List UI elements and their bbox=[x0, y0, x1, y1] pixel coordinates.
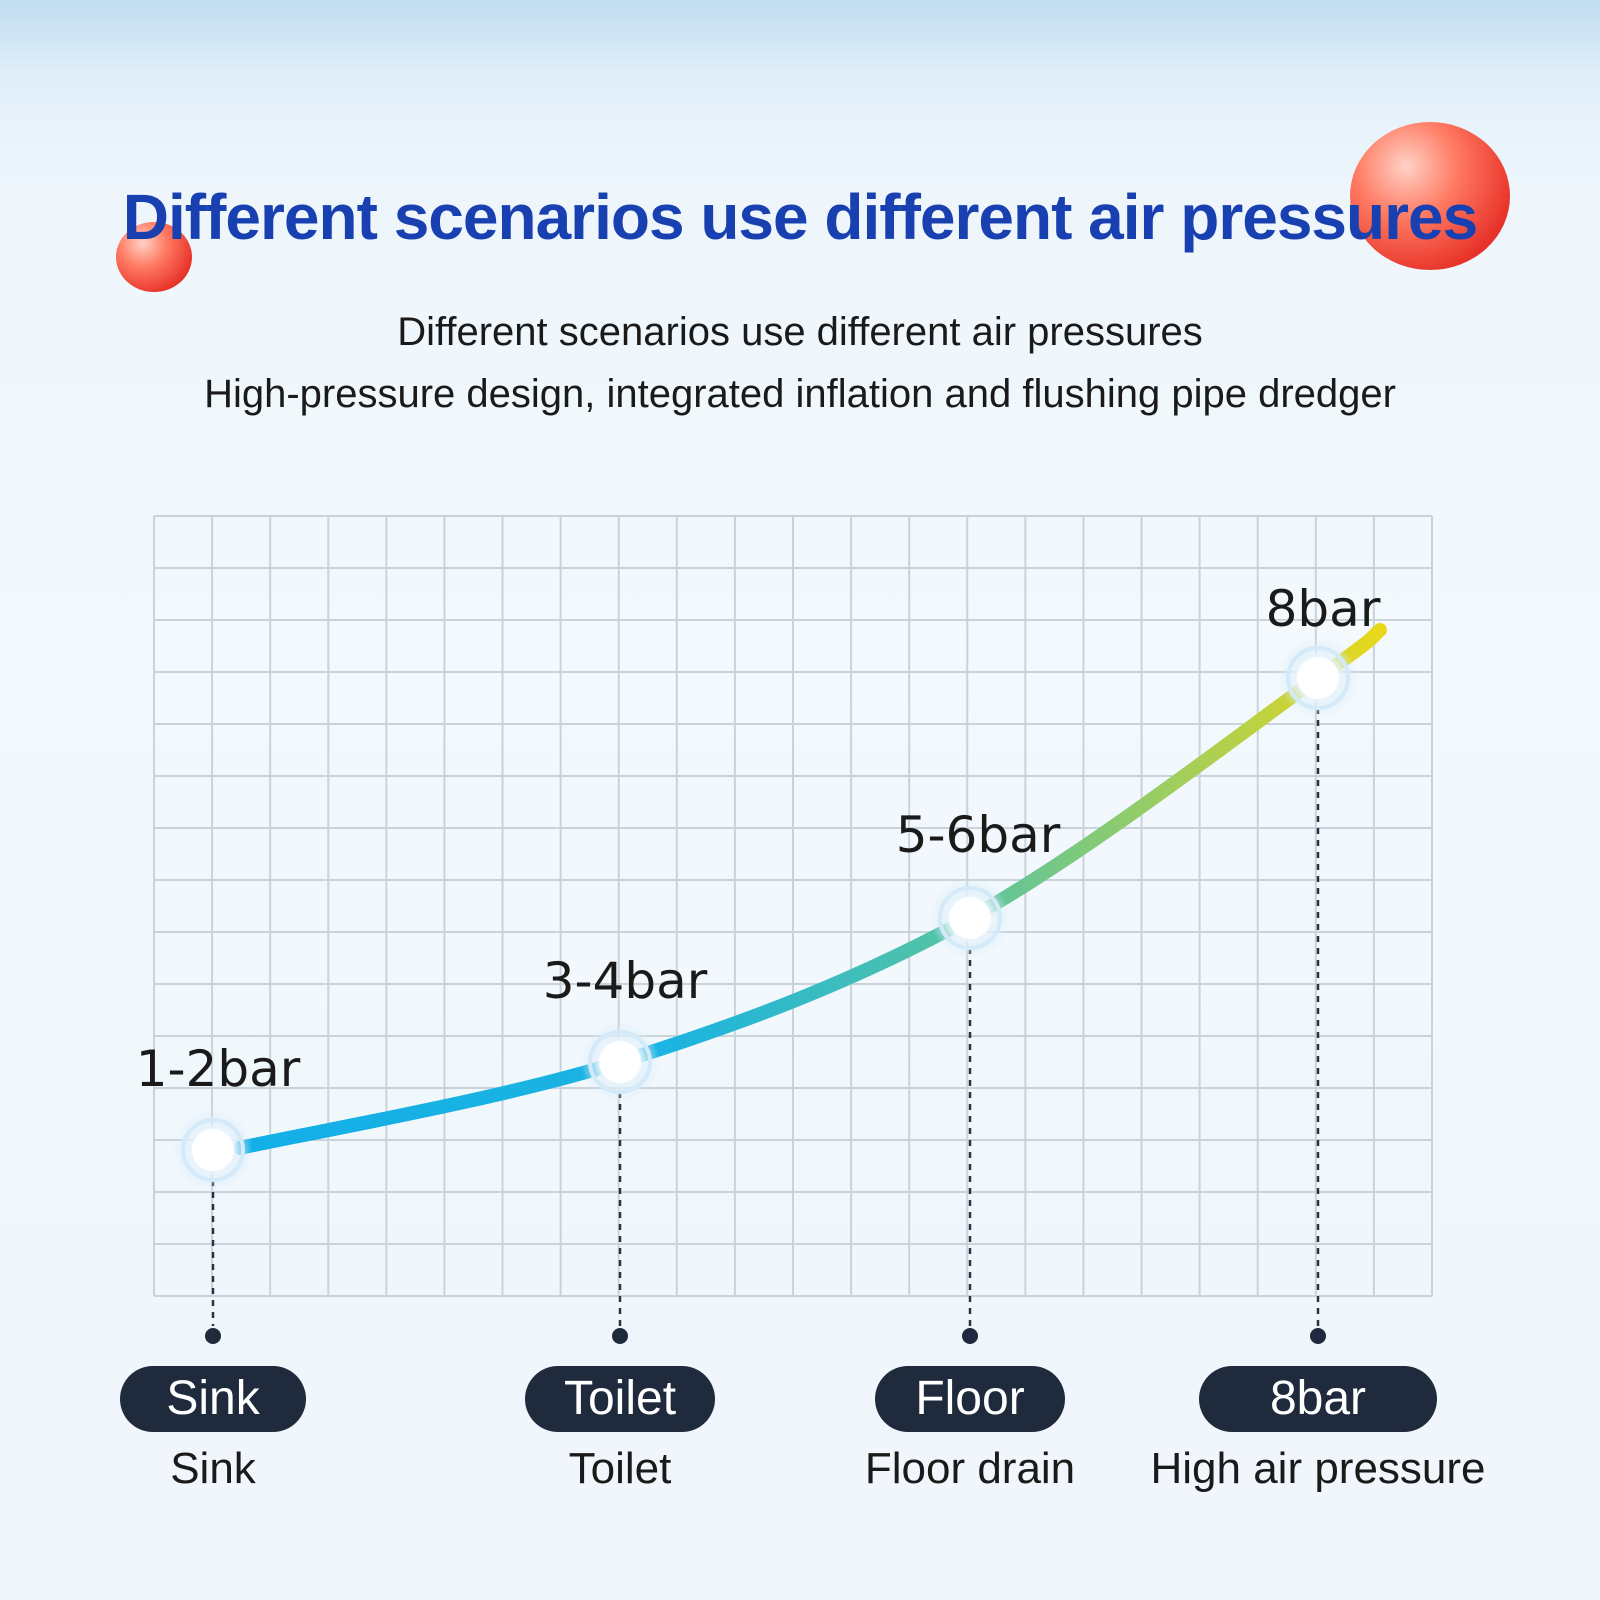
axis-dot bbox=[205, 1328, 221, 1344]
category-pill: Toilet bbox=[525, 1366, 715, 1432]
value-label: 5-6bar bbox=[896, 806, 1061, 864]
subtitle-line-1: Different scenarios use different air pr… bbox=[397, 310, 1203, 354]
category-caption: Sink bbox=[170, 1444, 256, 1493]
axis-dot bbox=[1310, 1328, 1326, 1344]
category-pill: 8bar bbox=[1199, 1366, 1437, 1432]
pressure-curve bbox=[233, 623, 1387, 1155]
subtitle-line-2: High-pressure design, integrated inflati… bbox=[204, 372, 1396, 416]
value-label: 8bar bbox=[1266, 580, 1381, 638]
red-sphere-decoration bbox=[1350, 122, 1510, 270]
axis-dot bbox=[962, 1328, 978, 1344]
data-point-ring bbox=[588, 1030, 652, 1094]
category-caption: Toilet bbox=[568, 1444, 672, 1493]
category-caption: Floor drain bbox=[864, 1444, 1076, 1493]
data-point bbox=[192, 1129, 234, 1171]
axis-dot bbox=[612, 1328, 628, 1344]
category-pill: Sink bbox=[120, 1366, 306, 1432]
red-sphere-decoration-small bbox=[116, 222, 192, 292]
category-pill: Floor bbox=[875, 1366, 1065, 1432]
data-point bbox=[1297, 657, 1339, 699]
value-label: 1-2bar bbox=[136, 1040, 301, 1098]
data-point bbox=[949, 897, 991, 939]
chart-grid bbox=[153, 515, 1433, 1297]
value-label: 3-4bar bbox=[543, 952, 708, 1010]
water-background bbox=[0, 0, 1600, 120]
data-point-ring bbox=[938, 886, 1002, 950]
data-point-ring bbox=[181, 1118, 245, 1182]
data-point bbox=[599, 1041, 641, 1083]
category-caption: High air pressure bbox=[1150, 1444, 1486, 1493]
data-point-ring bbox=[1286, 646, 1350, 710]
page-title: Different scenarios use different air pr… bbox=[122, 181, 1478, 253]
